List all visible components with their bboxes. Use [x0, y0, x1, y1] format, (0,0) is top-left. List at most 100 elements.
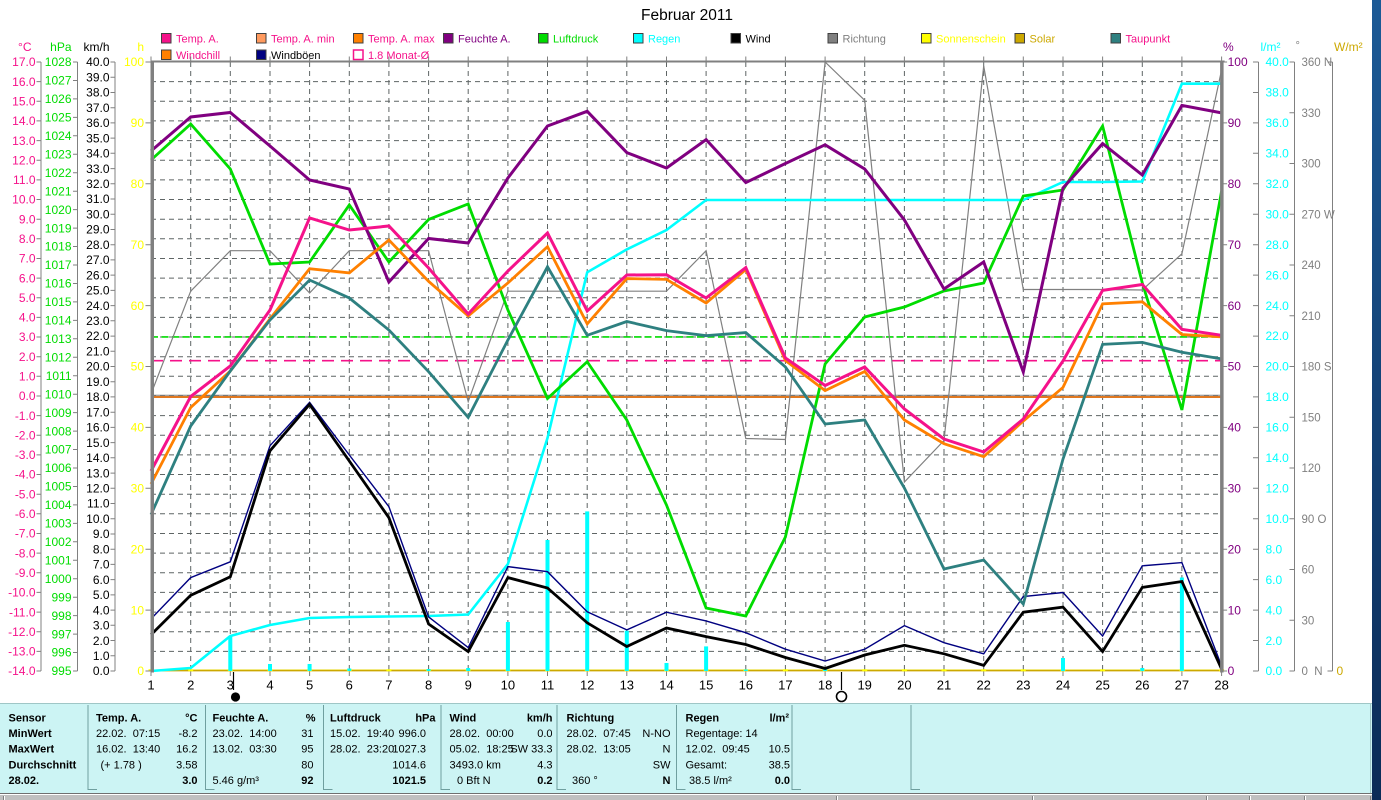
- svg-text:3493.0 km: 3493.0 km: [450, 759, 501, 771]
- svg-text:h: h: [137, 40, 144, 54]
- svg-text:km/h: km/h: [527, 713, 553, 725]
- svg-text:Temp. A. max: Temp. A. max: [368, 34, 435, 46]
- svg-text:Regentage: 14: Regentage: 14: [686, 728, 758, 740]
- svg-text:14.0: 14.0: [12, 114, 36, 128]
- svg-text:Sonnenschein: Sonnenschein: [936, 34, 1006, 46]
- svg-text:16.2: 16.2: [176, 744, 197, 756]
- svg-text:1028: 1028: [45, 55, 72, 69]
- svg-text:28.02. 13:05: 28.02. 13:05: [567, 744, 631, 756]
- svg-text:6.0: 6.0: [19, 271, 36, 285]
- svg-text:30.0: 30.0: [1266, 207, 1290, 221]
- svg-text:SW: SW: [653, 759, 671, 771]
- svg-text:Windböen: Windböen: [271, 50, 321, 62]
- svg-text:18: 18: [818, 678, 832, 693]
- svg-text:12.0: 12.0: [86, 482, 110, 496]
- svg-text:km/h: km/h: [83, 40, 109, 54]
- svg-text:80: 80: [1228, 177, 1242, 191]
- svg-text:92: 92: [301, 775, 313, 787]
- svg-text:17.0: 17.0: [86, 405, 110, 419]
- svg-text:120: 120: [1302, 463, 1321, 475]
- svg-text:95: 95: [301, 744, 313, 756]
- svg-text:0.0: 0.0: [775, 775, 790, 787]
- svg-text:Feuchte A.: Feuchte A.: [458, 34, 511, 46]
- svg-text:20: 20: [1228, 542, 1242, 556]
- svg-text:11.0: 11.0: [13, 173, 36, 187]
- svg-text:1013: 1013: [45, 332, 72, 346]
- svg-text:5.0: 5.0: [93, 588, 110, 602]
- svg-text:22: 22: [976, 678, 990, 693]
- svg-text:-13.0: -13.0: [8, 645, 36, 659]
- svg-text:-2.0: -2.0: [15, 429, 36, 443]
- svg-text:40.0: 40.0: [86, 55, 110, 69]
- svg-text:-5.0: -5.0: [15, 487, 36, 501]
- svg-text:270 W: 270 W: [1302, 209, 1335, 221]
- svg-text:31: 31: [301, 728, 313, 740]
- svg-text:15.0: 15.0: [86, 436, 110, 450]
- svg-text:35.0: 35.0: [86, 131, 110, 145]
- svg-text:1018: 1018: [45, 240, 72, 254]
- svg-text:1007: 1007: [45, 443, 72, 457]
- svg-text:10: 10: [501, 678, 515, 693]
- svg-text:1: 1: [147, 678, 154, 693]
- svg-text:15.0: 15.0: [12, 95, 36, 109]
- svg-text:Richtung: Richtung: [567, 713, 615, 725]
- svg-text:26.0: 26.0: [1266, 268, 1290, 282]
- svg-text:0: 0: [1337, 664, 1344, 678]
- svg-text:17: 17: [778, 678, 792, 693]
- svg-text:28.02. 00:00: 28.02. 00:00: [450, 728, 514, 740]
- svg-text:Windchill: Windchill: [176, 50, 220, 62]
- svg-text:1016: 1016: [45, 277, 72, 291]
- svg-text:27: 27: [1175, 678, 1189, 693]
- svg-text:W/m²: W/m²: [1334, 40, 1363, 54]
- svg-text:150: 150: [1302, 412, 1321, 424]
- svg-text:Februar 2011: Februar 2011: [641, 7, 733, 24]
- svg-text:40: 40: [1228, 421, 1242, 435]
- svg-text:28.02. 23:20: 28.02. 23:20: [330, 744, 394, 756]
- svg-text:-9.0: -9.0: [15, 566, 36, 580]
- svg-text:3: 3: [227, 678, 234, 693]
- svg-text:-10.0: -10.0: [8, 586, 36, 600]
- svg-text:4: 4: [266, 678, 273, 693]
- svg-text:2.0: 2.0: [93, 634, 110, 648]
- svg-text:4.0: 4.0: [93, 603, 110, 617]
- svg-text:28.02. 07:45: 28.02. 07:45: [567, 728, 631, 740]
- svg-text:8.0: 8.0: [93, 542, 110, 556]
- svg-text:10.0: 10.0: [1266, 512, 1290, 526]
- svg-text:2: 2: [187, 678, 194, 693]
- svg-text:13.0: 13.0: [12, 134, 36, 148]
- svg-text:50: 50: [1228, 360, 1242, 374]
- svg-text:0: 0: [137, 664, 144, 678]
- svg-text:70: 70: [131, 238, 145, 252]
- svg-text:90: 90: [131, 116, 145, 130]
- svg-text:1.0: 1.0: [19, 370, 36, 384]
- svg-text:1012: 1012: [45, 351, 72, 365]
- svg-text:7.0: 7.0: [19, 252, 36, 266]
- svg-text:10.0: 10.0: [86, 512, 110, 526]
- svg-text:2.0: 2.0: [1266, 634, 1283, 648]
- svg-text:20: 20: [131, 542, 145, 556]
- svg-text:8: 8: [425, 678, 432, 693]
- svg-text:10: 10: [1228, 603, 1242, 617]
- svg-text:-6.0: -6.0: [15, 507, 36, 521]
- svg-text:Richtung: Richtung: [843, 34, 886, 46]
- svg-text:15.02. 19:40: 15.02. 19:40: [330, 728, 394, 740]
- svg-text:18.0: 18.0: [1266, 390, 1290, 404]
- svg-text:999: 999: [51, 590, 71, 604]
- svg-text:9.0: 9.0: [19, 212, 36, 226]
- svg-text:1011: 1011: [46, 369, 72, 383]
- svg-text:Temp. A.: Temp. A.: [96, 713, 141, 725]
- svg-text:l/m²: l/m²: [1261, 40, 1281, 54]
- svg-text:9: 9: [465, 678, 472, 693]
- svg-text:90 O: 90 O: [1302, 514, 1327, 526]
- svg-text:20.0: 20.0: [86, 360, 110, 374]
- svg-text:5.0: 5.0: [19, 291, 36, 305]
- svg-text:16.0: 16.0: [12, 75, 36, 89]
- svg-text:%: %: [1223, 40, 1234, 54]
- svg-text:28.0: 28.0: [86, 238, 110, 252]
- svg-text:Durchschnitt: Durchschnitt: [9, 759, 77, 771]
- svg-text:13: 13: [620, 678, 634, 693]
- svg-text:0.2: 0.2: [537, 775, 552, 787]
- svg-text:18.0: 18.0: [86, 390, 110, 404]
- svg-text:10.5: 10.5: [769, 744, 790, 756]
- svg-text:60: 60: [1302, 565, 1315, 577]
